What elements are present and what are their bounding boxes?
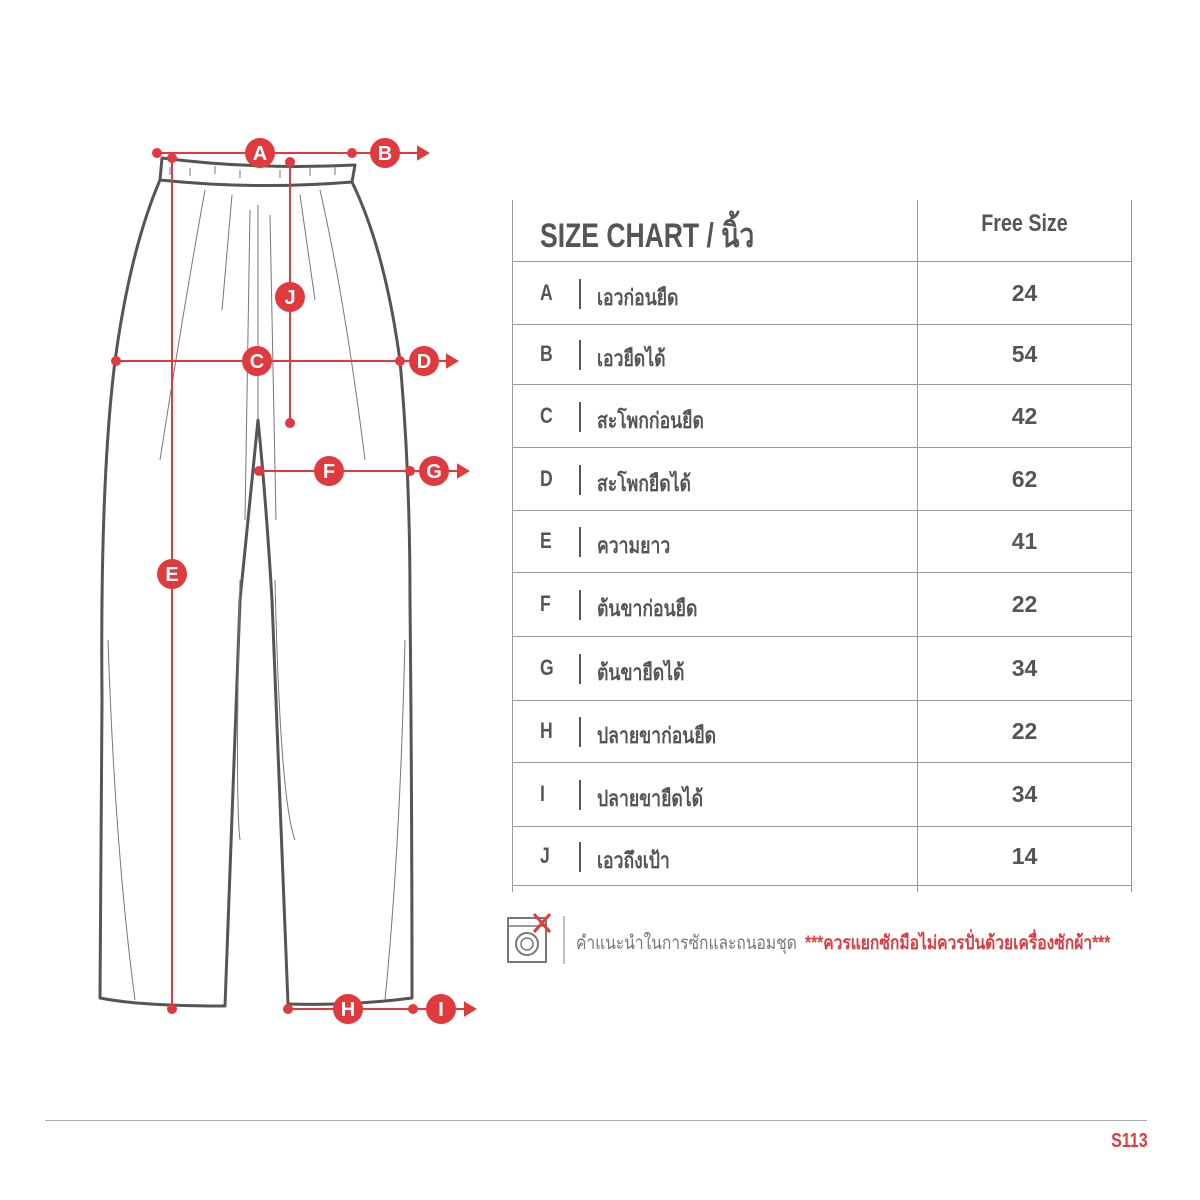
- row-value: 54: [1011, 341, 1038, 367]
- row-value: 24: [1011, 279, 1038, 306]
- row-label: ปลายขาก่อนยืด: [597, 723, 717, 748]
- marker-label: J: [284, 287, 295, 309]
- marker-h: [333, 994, 363, 1024]
- row-separator: [579, 717, 581, 747]
- marker-label: G: [426, 461, 442, 483]
- row-separator: [579, 340, 581, 370]
- marker-label: I: [438, 999, 444, 1021]
- waist-endpoint: [152, 148, 162, 158]
- waist-stretch-arrowhead: [417, 145, 430, 161]
- row-separator: [579, 527, 581, 557]
- marker-label: F: [323, 461, 335, 483]
- row-separator: [579, 401, 581, 432]
- row-code: A: [540, 279, 553, 305]
- row-label: เอวยืดได้: [597, 346, 666, 371]
- marker-b: [370, 138, 400, 168]
- row-code: J: [540, 842, 550, 868]
- row-value: 34: [1011, 655, 1038, 681]
- marker-label: C: [250, 351, 264, 373]
- marker-a: [245, 138, 275, 168]
- table-bottom-border: [512, 885, 1132, 886]
- row-separator: [579, 654, 581, 684]
- row-code: C: [540, 402, 553, 428]
- column-header-free-size: Free Size: [981, 210, 1068, 237]
- hem-endpoint: [283, 1004, 293, 1014]
- table-row: C สะโพกก่อนยืด 42: [512, 384, 1132, 448]
- marker-i: [426, 994, 456, 1024]
- no-machine-wash-icon: [507, 913, 565, 964]
- table-title: SIZE CHART / นิ้ว: [540, 217, 755, 255]
- table-row: B เอวยืดได้ 54: [512, 324, 1132, 385]
- table-row: A เอวก่อนยืด 24: [512, 261, 1132, 325]
- row-code: G: [540, 655, 554, 680]
- thigh-stretch-arrowhead: [457, 463, 470, 479]
- pants-folds: [107, 166, 406, 1001]
- marker-g: [419, 456, 449, 486]
- row-separator: [579, 590, 581, 620]
- care-text: คำแนะนำในการซักและถนอมชุด ***ควรแยกซักมือ…: [576, 928, 1110, 958]
- row-label: ต้นขาก่อนยืด: [597, 596, 698, 621]
- row-label: ปลายขายืดได้: [597, 786, 704, 811]
- pants-outline: [98, 156, 414, 1008]
- row-label: สะโพกยืดได้: [597, 470, 691, 496]
- row-label: สะโพกก่อนยืด: [597, 407, 704, 433]
- row-code: B: [540, 341, 553, 366]
- thigh-endpoint: [254, 466, 264, 476]
- table-border-right: [1131, 200, 1132, 892]
- row-label: เอวถึงเป้า: [597, 847, 670, 873]
- row-code: F: [540, 591, 551, 616]
- row-separator: [579, 780, 581, 810]
- row-label: เอวก่อนยืด: [597, 284, 679, 310]
- table-row: E ความยาว 41: [512, 510, 1132, 573]
- marker-label: H: [341, 999, 355, 1021]
- marker-c: [242, 346, 272, 376]
- table-row: H ปลายขาก่อนยืด 22: [512, 700, 1132, 763]
- length-endpoint: [167, 153, 177, 163]
- hem-stretch-arrowhead: [464, 1001, 477, 1017]
- row-value: 14: [1011, 842, 1038, 869]
- row-separator: [579, 278, 581, 309]
- care-label: คำแนะนำในการซักและถนอมชุด: [576, 933, 797, 954]
- row-code: H: [540, 718, 553, 743]
- row-value: 34: [1011, 781, 1038, 807]
- care-section: [506, 912, 566, 964]
- marker-label: B: [378, 143, 392, 165]
- table-row: J เอวถึงเป้า 14: [512, 826, 1132, 886]
- marker-label: A: [253, 143, 267, 165]
- row-code: E: [540, 528, 552, 553]
- table-row: I ปลายขายืดได้ 34: [512, 762, 1132, 827]
- pants-measurement-diagram: A B C D E F G H I J: [98, 138, 477, 1024]
- table-border-left: [512, 200, 513, 892]
- rise-endpoint: [285, 157, 295, 167]
- row-separator: [579, 841, 581, 872]
- length-endpoint: [167, 1004, 177, 1014]
- footer-divider: [45, 1120, 1147, 1121]
- row-value: 22: [1011, 718, 1038, 744]
- row-code: D: [540, 465, 553, 491]
- row-separator: [579, 464, 581, 495]
- marker-d: [409, 346, 439, 376]
- product-code: S113: [1111, 1130, 1148, 1152]
- marker-f: [314, 456, 344, 486]
- hip-stretch-arrowhead: [446, 353, 459, 369]
- marker-j: [275, 282, 305, 312]
- marker-label: D: [417, 351, 431, 373]
- row-value: 62: [1011, 465, 1038, 492]
- care-warning: ***ควรแยกซักมือไม่ควรปั่นด้วยเครื่องซักผ…: [805, 933, 1111, 954]
- row-value: 22: [1011, 591, 1038, 617]
- marker-e: [157, 559, 187, 589]
- hip-endpoint: [111, 356, 121, 366]
- table-row: G ต้นขายืดได้ 34: [512, 636, 1132, 701]
- table-column-divider: [917, 200, 918, 892]
- row-value: 41: [1011, 528, 1038, 554]
- row-label: ต้นขายืดได้: [597, 660, 685, 685]
- table-row: D สะโพกยืดได้ 62: [512, 447, 1132, 511]
- row-label: ความยาว: [597, 533, 671, 558]
- marker-label: E: [165, 564, 178, 586]
- table-row: F ต้นขาก่อนยืด 22: [512, 572, 1132, 637]
- row-code: I: [540, 781, 545, 806]
- row-value: 42: [1011, 402, 1038, 429]
- rise-endpoint: [285, 418, 295, 428]
